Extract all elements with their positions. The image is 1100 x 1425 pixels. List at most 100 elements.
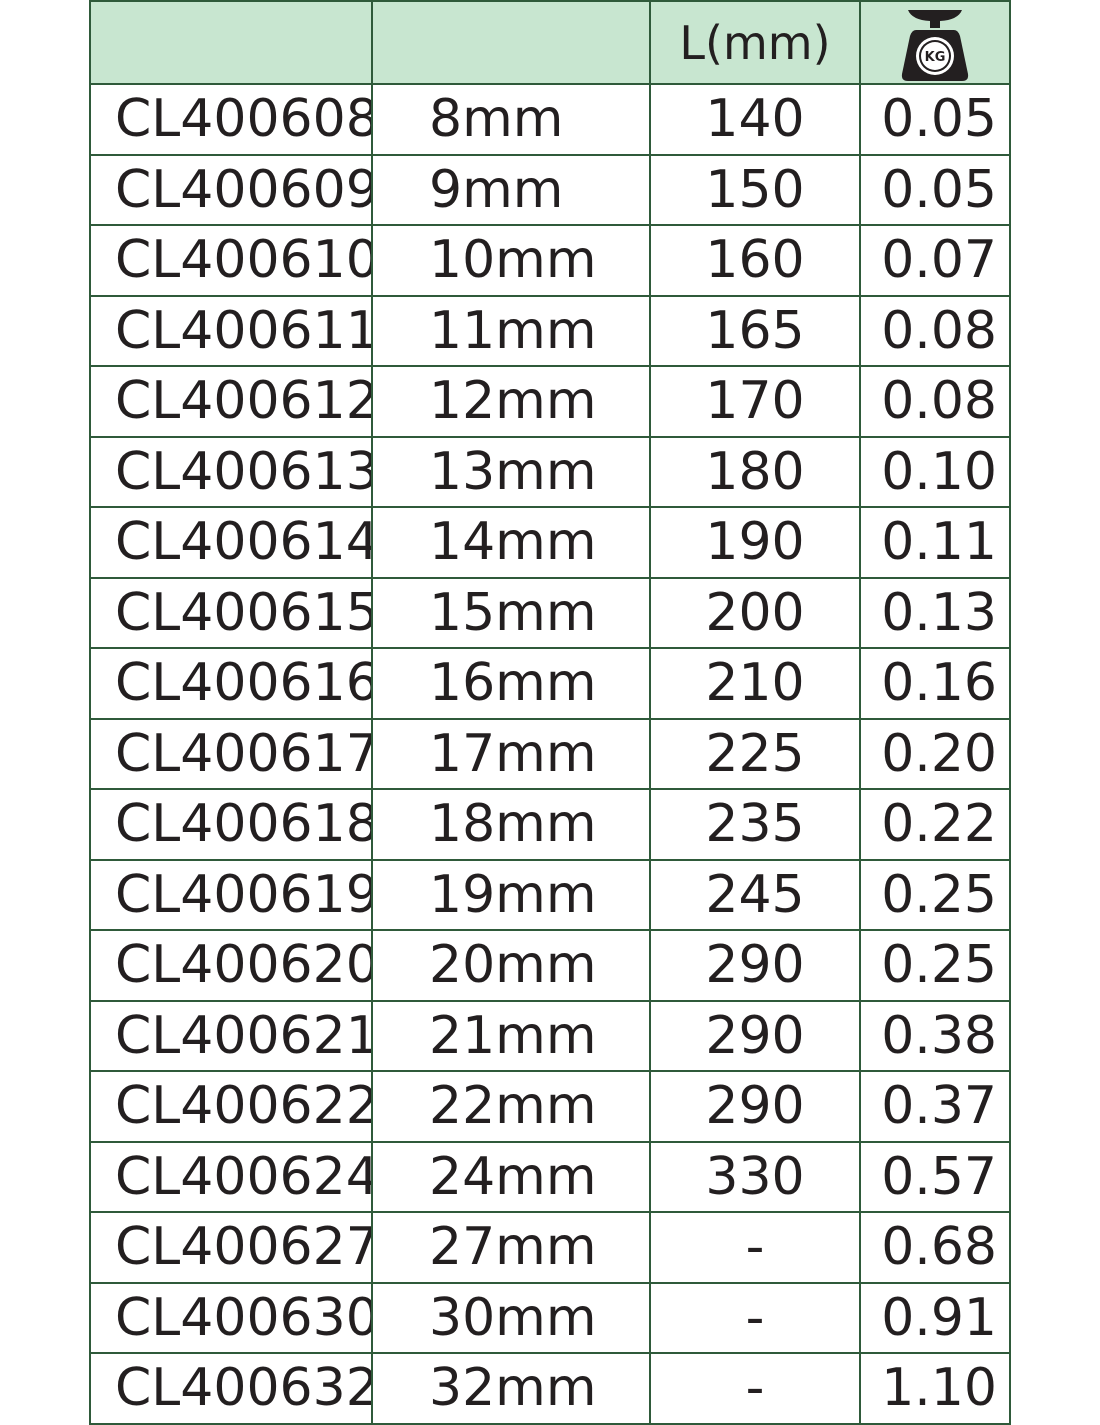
cell-length: 170 <box>649 365 861 438</box>
cell-length: - <box>649 1352 861 1425</box>
cell-length: 290 <box>649 929 861 1002</box>
table-row: CL400622 22mm 290 0.37 <box>89 1070 1011 1143</box>
table-row: CL400627 27mm -0.68 <box>89 1211 1011 1284</box>
table-row: CL400630 30mm -0.91 <box>89 1281 1011 1354</box>
cell-weight: 0.37 <box>859 1070 1011 1143</box>
cell-length: 190 <box>649 506 861 579</box>
cell-length: 330 <box>649 1140 861 1213</box>
cell-code: CL400615 <box>89 576 373 649</box>
cell-length: 290 <box>649 1070 861 1143</box>
cell-size: 8mm <box>371 83 651 156</box>
table-row: CL400620 20mm 290 0.25 <box>89 929 1011 1002</box>
product-spec-table: L(mm) KG CL400608 8mm 140 0.05 CL400609 9mm 15… <box>89 0 1011 1425</box>
cell-code: CL400609 <box>89 153 373 226</box>
cell-code: CL400619 <box>89 858 373 931</box>
cell-code: CL400612 <box>89 365 373 438</box>
cell-length: 150 <box>649 153 861 226</box>
header-size <box>371 0 651 85</box>
cell-weight: 0.57 <box>859 1140 1011 1213</box>
cell-size: 12mm <box>371 365 651 438</box>
cell-code: CL400616 <box>89 647 373 720</box>
cell-weight: 0.10 <box>859 435 1011 508</box>
table-row: CL400609 9mm 150 0.05 <box>89 153 1011 226</box>
cell-length: 165 <box>649 294 861 367</box>
cell-code: CL400622 <box>89 1070 373 1143</box>
cell-weight: 0.25 <box>859 858 1011 931</box>
cell-code: CL400620 <box>89 929 373 1002</box>
table-row: CL400613 13mm 180 0.10 <box>89 435 1011 508</box>
cell-code: CL400608 <box>89 83 373 156</box>
cell-code: CL400618 <box>89 788 373 861</box>
cell-length: 225 <box>649 717 861 790</box>
cell-weight: 0.13 <box>859 576 1011 649</box>
header-code <box>89 0 373 85</box>
table-row: CL400610 10mm 160 0.07 <box>89 224 1011 297</box>
cell-code: CL400611 <box>89 294 373 367</box>
table-row: CL400611 11mm 165 0.08 <box>89 294 1011 367</box>
cell-code: CL400632 <box>89 1352 373 1425</box>
cell-length: 210 <box>649 647 861 720</box>
cell-size: 19mm <box>371 858 651 931</box>
cell-size: 30mm <box>371 1281 651 1354</box>
cell-length: 160 <box>649 224 861 297</box>
cell-weight: 1.10 <box>859 1352 1011 1425</box>
cell-code: CL400621 <box>89 999 373 1072</box>
cell-weight: 0.11 <box>859 506 1011 579</box>
cell-weight: 0.20 <box>859 717 1011 790</box>
cell-weight: 0.08 <box>859 294 1011 367</box>
cell-size: 24mm <box>371 1140 651 1213</box>
cell-size: 20mm <box>371 929 651 1002</box>
cell-code: CL400630 <box>89 1281 373 1354</box>
cell-length: 235 <box>649 788 861 861</box>
cell-code: CL400617 <box>89 717 373 790</box>
cell-size: 10mm <box>371 224 651 297</box>
cell-size: 14mm <box>371 506 651 579</box>
cell-length: 290 <box>649 999 861 1072</box>
cell-size: 11mm <box>371 294 651 367</box>
cell-size: 32mm <box>371 1352 651 1425</box>
cell-length: 245 <box>649 858 861 931</box>
header-weight: KG <box>859 0 1011 85</box>
cell-size: 9mm <box>371 153 651 226</box>
table-row: CL400612 12mm 170 0.08 <box>89 365 1011 438</box>
cell-weight: 0.07 <box>859 224 1011 297</box>
cell-size: 13mm <box>371 435 651 508</box>
cell-weight: 0.05 <box>859 153 1011 226</box>
header-length: L(mm) <box>649 0 861 85</box>
cell-weight: 0.91 <box>859 1281 1011 1354</box>
table-row: CL400618 18mm 235 0.22 <box>89 788 1011 861</box>
table-row: CL400616 16mm 210 0.16 <box>89 647 1011 720</box>
cell-code: CL400610 <box>89 224 373 297</box>
cell-length: 180 <box>649 435 861 508</box>
cell-size: 16mm <box>371 647 651 720</box>
cell-weight: 0.22 <box>859 788 1011 861</box>
cell-weight: 0.25 <box>859 929 1011 1002</box>
table-row: CL400621 21mm 290 0.38 <box>89 999 1011 1072</box>
cell-weight: 0.68 <box>859 1211 1011 1284</box>
weight-scale-kg-icon: KG <box>901 9 969 81</box>
cell-size: 17mm <box>371 717 651 790</box>
cell-size: 15mm <box>371 576 651 649</box>
cell-length: 140 <box>649 83 861 156</box>
cell-code: CL400613 <box>89 435 373 508</box>
cell-weight: 0.08 <box>859 365 1011 438</box>
cell-size: 27mm <box>371 1211 651 1284</box>
table-row: CL400617 17mm 225 0.20 <box>89 717 1011 790</box>
cell-code: CL400624 <box>89 1140 373 1213</box>
cell-weight: 0.16 <box>859 647 1011 720</box>
table-row: CL400619 19mm 245 0.25 <box>89 858 1011 931</box>
table-row: CL400614 14mm 190 0.11 <box>89 506 1011 579</box>
cell-weight: 0.38 <box>859 999 1011 1072</box>
table-row: CL400615 15mm 200 0.13 <box>89 576 1011 649</box>
cell-code: CL400614 <box>89 506 373 579</box>
svg-text:KG: KG <box>925 50 946 65</box>
cell-length: - <box>649 1281 861 1354</box>
cell-size: 18mm <box>371 788 651 861</box>
cell-length: - <box>649 1211 861 1284</box>
table-row: CL400632 32mm -1.10 <box>89 1352 1011 1425</box>
header-row: L(mm) KG <box>89 0 1011 85</box>
table-row: CL400608 8mm 140 0.05 <box>89 83 1011 156</box>
table-row: CL400624 24mm 330 0.57 <box>89 1140 1011 1213</box>
cell-size: 22mm <box>371 1070 651 1143</box>
cell-length: 200 <box>649 576 861 649</box>
